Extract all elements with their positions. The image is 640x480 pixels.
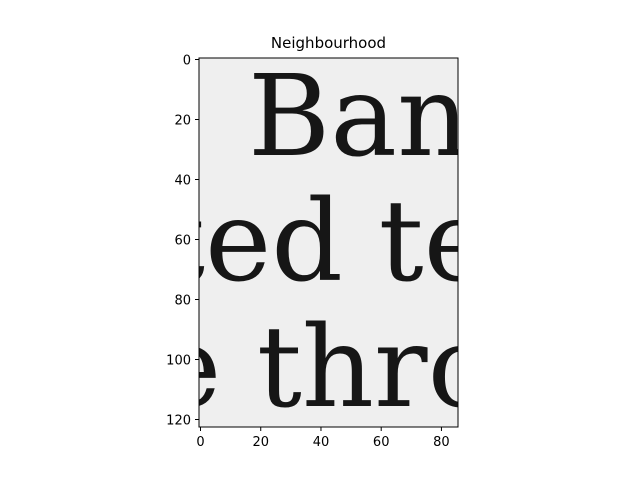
image-layer: Banl ted te e thro xyxy=(155,52,505,433)
axes-frame xyxy=(198,57,459,428)
x-axis: 0 20 40 60 80 xyxy=(196,427,450,450)
x-tick-label: 0 xyxy=(196,435,204,450)
y-tick-label: 20 xyxy=(174,114,191,129)
y-tick-label: 40 xyxy=(174,174,191,189)
y-tick-label: 120 xyxy=(166,414,191,429)
y-tick-label: 100 xyxy=(166,354,191,369)
image-text-line-1: Banl xyxy=(248,52,505,182)
x-tick-label: 40 xyxy=(313,435,330,450)
x-tick-label: 60 xyxy=(373,435,390,450)
y-axis: 0 20 40 60 80 100 120 xyxy=(166,54,199,429)
y-tick-label: 60 xyxy=(174,234,191,249)
x-tick-label: 80 xyxy=(433,435,450,450)
y-tick-label: 0 xyxy=(183,54,191,69)
y-tick-label: 80 xyxy=(174,294,191,309)
image-text-line-2: ted te xyxy=(160,177,490,307)
x-tick-label: 20 xyxy=(252,435,269,450)
image-background xyxy=(199,58,458,427)
chart-title: Neighbourhood xyxy=(270,34,387,52)
image-text-line-3: e thro xyxy=(155,303,495,433)
